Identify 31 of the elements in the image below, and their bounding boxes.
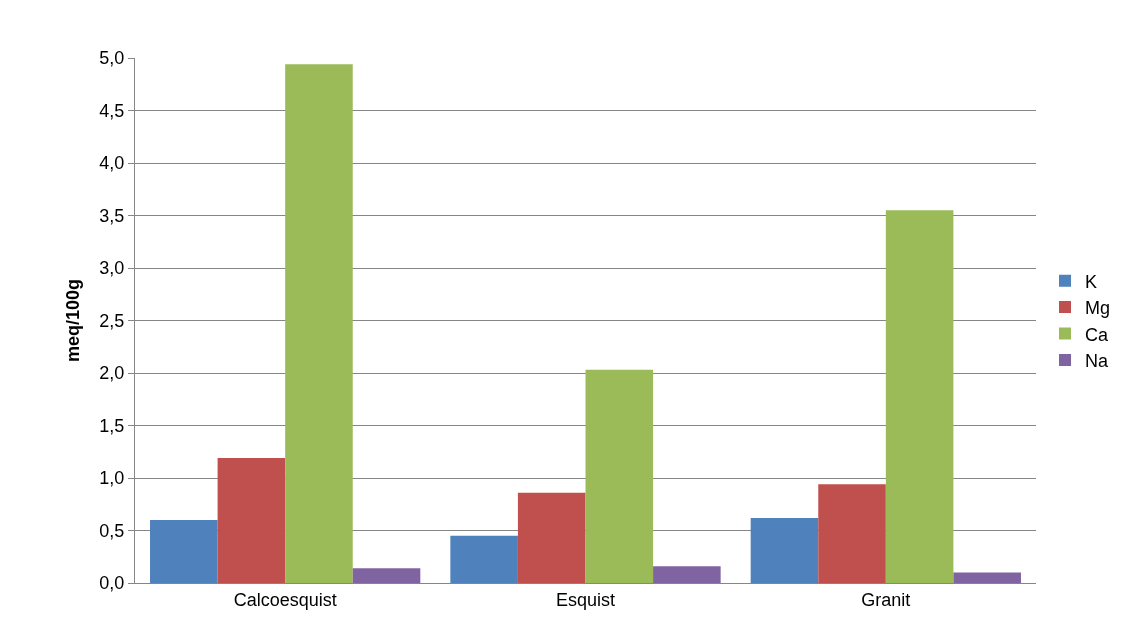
bar [953,572,1021,583]
bar [585,369,654,583]
bar [285,64,353,583]
y-tick-label: 1,5 [99,415,125,436]
bar [750,517,819,583]
bar [352,568,421,583]
y-tick-label: 1,0 [99,468,125,489]
bar [818,484,886,583]
y-tick-label: 4,0 [99,153,125,174]
x-tick-label: Granit [861,589,911,610]
y-tick-label: 2,5 [99,310,125,331]
bar [150,520,218,583]
y-tick-label: 0,5 [99,520,125,541]
y-tick-label: 2,0 [99,363,125,384]
bar [653,566,721,583]
y-tick-label: 4,5 [99,100,125,121]
legend-label: K [1085,271,1098,292]
x-tick-label: Esquist [555,589,616,610]
x-tick-label: Calcoesquist [233,589,337,610]
bar [517,492,586,583]
y-tick-label: 3,0 [99,258,125,279]
y-tick-label: 5,0 [99,48,125,69]
legend-label: Mg [1085,298,1111,319]
legend-label: Ca [1085,324,1110,345]
bar [450,535,518,583]
bar [217,458,286,583]
legend-label: Na [1085,350,1110,371]
bar [885,210,954,583]
y-tick-label: 3,5 [99,205,125,226]
y-axis-title: meq/100g [62,278,83,363]
y-tick-label: 0,0 [99,573,125,594]
